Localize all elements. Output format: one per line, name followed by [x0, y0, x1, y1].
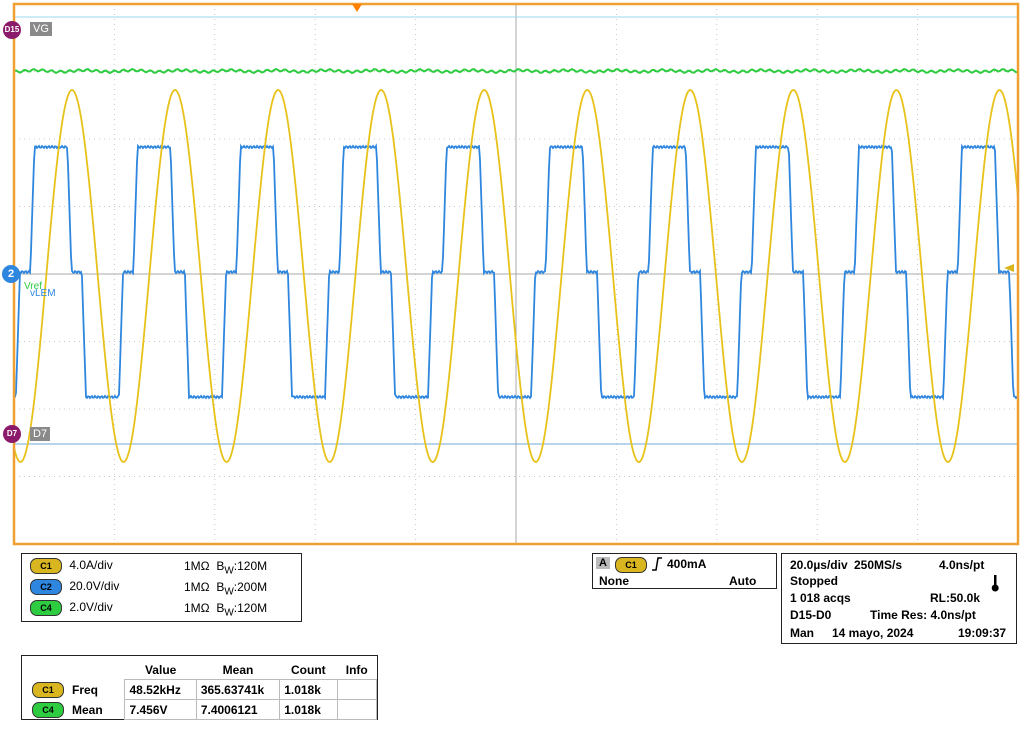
- channel-settings-panel: C1 4.0A/div 1MΩ BW:120M C2 20.0V/div 1MΩ…: [21, 553, 302, 622]
- measurement-mean: 365.63741k: [195, 679, 281, 700]
- channel-c1-row[interactable]: C1 4.0A/div: [30, 558, 113, 574]
- bandwidth-value: :120M: [233, 601, 268, 615]
- channel-badge: C2: [30, 579, 62, 595]
- time-resolution: Time Res: 4.0ns/pt: [870, 608, 976, 622]
- rising-edge-icon: [652, 557, 662, 571]
- acquisition-count: 1 018 acqs: [790, 591, 851, 605]
- digital-d7-marker[interactable]: D7: [3, 425, 21, 443]
- channel-badge: C1: [30, 558, 62, 574]
- header-mean: Mean: [222, 662, 254, 677]
- measurement-count: 1.018k: [279, 699, 338, 720]
- header-count: Count: [291, 662, 326, 677]
- channel-scale: 20.0V/div: [69, 579, 120, 593]
- measurement-name: Mean: [72, 702, 103, 717]
- point-resolution: 4.0ns/pt: [939, 558, 985, 572]
- date: 14 mayo, 2024: [832, 626, 914, 640]
- waveform-display: [12, 2, 1020, 546]
- header-info: Info: [345, 662, 368, 677]
- channel-c4-trace: [13, 67, 1019, 75]
- channel-c4-row[interactable]: C4 2.0V/div: [30, 600, 113, 616]
- channel-scale: 4.0A/div: [69, 558, 113, 572]
- channel-c1-trace: [13, 89, 1019, 463]
- measurement-value: 7.456V: [124, 699, 197, 720]
- bandwidth-value: :200M: [233, 580, 268, 594]
- bandwidth-sub: W: [224, 565, 234, 577]
- header-name: [68, 660, 125, 680]
- channel-impedance: 1MΩ: [184, 580, 210, 594]
- bandwidth-prefix: B: [216, 601, 225, 615]
- channel-c2-trace: [13, 143, 1019, 401]
- measurement-source-badge: C1: [32, 681, 64, 698]
- channel-c2-row[interactable]: C2 20.0V/div: [30, 579, 119, 595]
- digital-d7-label: D7: [30, 427, 51, 441]
- digital-channel-range: D15-D0: [790, 608, 832, 622]
- bandwidth-prefix: B: [216, 559, 225, 573]
- channel-scale: 2.0V/div: [69, 600, 113, 614]
- bandwidth-prefix: B: [216, 580, 225, 594]
- digital-d15-label: VG: [30, 22, 52, 36]
- measurement-row[interactable]: C1 Freq 48.52kHz 365.63741k 1.018k: [28, 679, 378, 700]
- vlem-label: vLEM: [30, 288, 56, 299]
- measurement-count: 1.018k: [279, 679, 338, 700]
- channel-badge: C4: [30, 600, 62, 616]
- channel-impedance: 1MΩ: [184, 559, 210, 573]
- trigger-mode: Auto: [729, 574, 757, 588]
- channel-c1-bw: 1MΩ BW:120M: [184, 559, 267, 576]
- acquisition-panel[interactable]: 20.0µs/div 250MS/s 4.0ns/pt Stopped 1 01…: [781, 553, 1017, 644]
- header-badge: [28, 660, 68, 680]
- trigger-panel[interactable]: A C1 400mA None Auto: [592, 553, 777, 589]
- measurement-info: [336, 679, 378, 700]
- trigger-mode-letter: A: [596, 557, 610, 569]
- channel-c2-bw: 1MΩ BW:200M: [184, 580, 267, 597]
- bandwidth-sub: W: [224, 586, 234, 598]
- measurements-panel[interactable]: Value Mean Count Info C1 Freq 48.52kHz 3…: [21, 655, 378, 720]
- measurement-row[interactable]: C4 Mean 7.456V 7.4006121 1.018k: [28, 699, 378, 720]
- time: 19:09:37: [958, 626, 1007, 640]
- bandwidth-sub: W: [224, 607, 234, 619]
- channel-impedance: 1MΩ: [184, 601, 210, 615]
- header-value: Value: [144, 662, 177, 677]
- digital-d15-marker[interactable]: D15: [3, 21, 21, 39]
- acquisition-state: Stopped: [790, 574, 838, 588]
- measurement-info: [336, 699, 378, 720]
- sample-rate: 250MS/s: [854, 558, 903, 572]
- vref-label: Vref: [24, 281, 42, 292]
- waveform-traces: [13, 67, 1019, 463]
- measurement-source-badge: C4: [32, 701, 64, 718]
- timebase: 20.0µs/div: [790, 558, 848, 572]
- graticule-grid: [14, 4, 1018, 544]
- channel-2-ground-marker[interactable]: 2: [2, 265, 20, 283]
- trigger-position-marker[interactable]: [352, 4, 362, 12]
- acquisition-mode-day: Man: [790, 626, 814, 640]
- trigger-level: 400mA: [667, 557, 707, 571]
- channel-c4-bw: 1MΩ BW:120M: [184, 601, 267, 618]
- bandwidth-value: :120M: [233, 559, 268, 573]
- trigger-source-badge: C1: [615, 557, 647, 573]
- measurements-table: Value Mean Count Info C1 Freq 48.52kHz 3…: [28, 660, 378, 720]
- record-length: RL:50.0k: [930, 591, 981, 605]
- measurements-header-row: Value Mean Count Info: [28, 660, 377, 680]
- measurement-mean: 7.4006121: [195, 699, 281, 720]
- thermometer-icon: [991, 575, 999, 592]
- trigger-level-marker[interactable]: [1004, 264, 1014, 272]
- trigger-coupling: None: [599, 574, 629, 588]
- measurement-name: Freq: [72, 682, 99, 697]
- measurement-value: 48.52kHz: [124, 679, 197, 700]
